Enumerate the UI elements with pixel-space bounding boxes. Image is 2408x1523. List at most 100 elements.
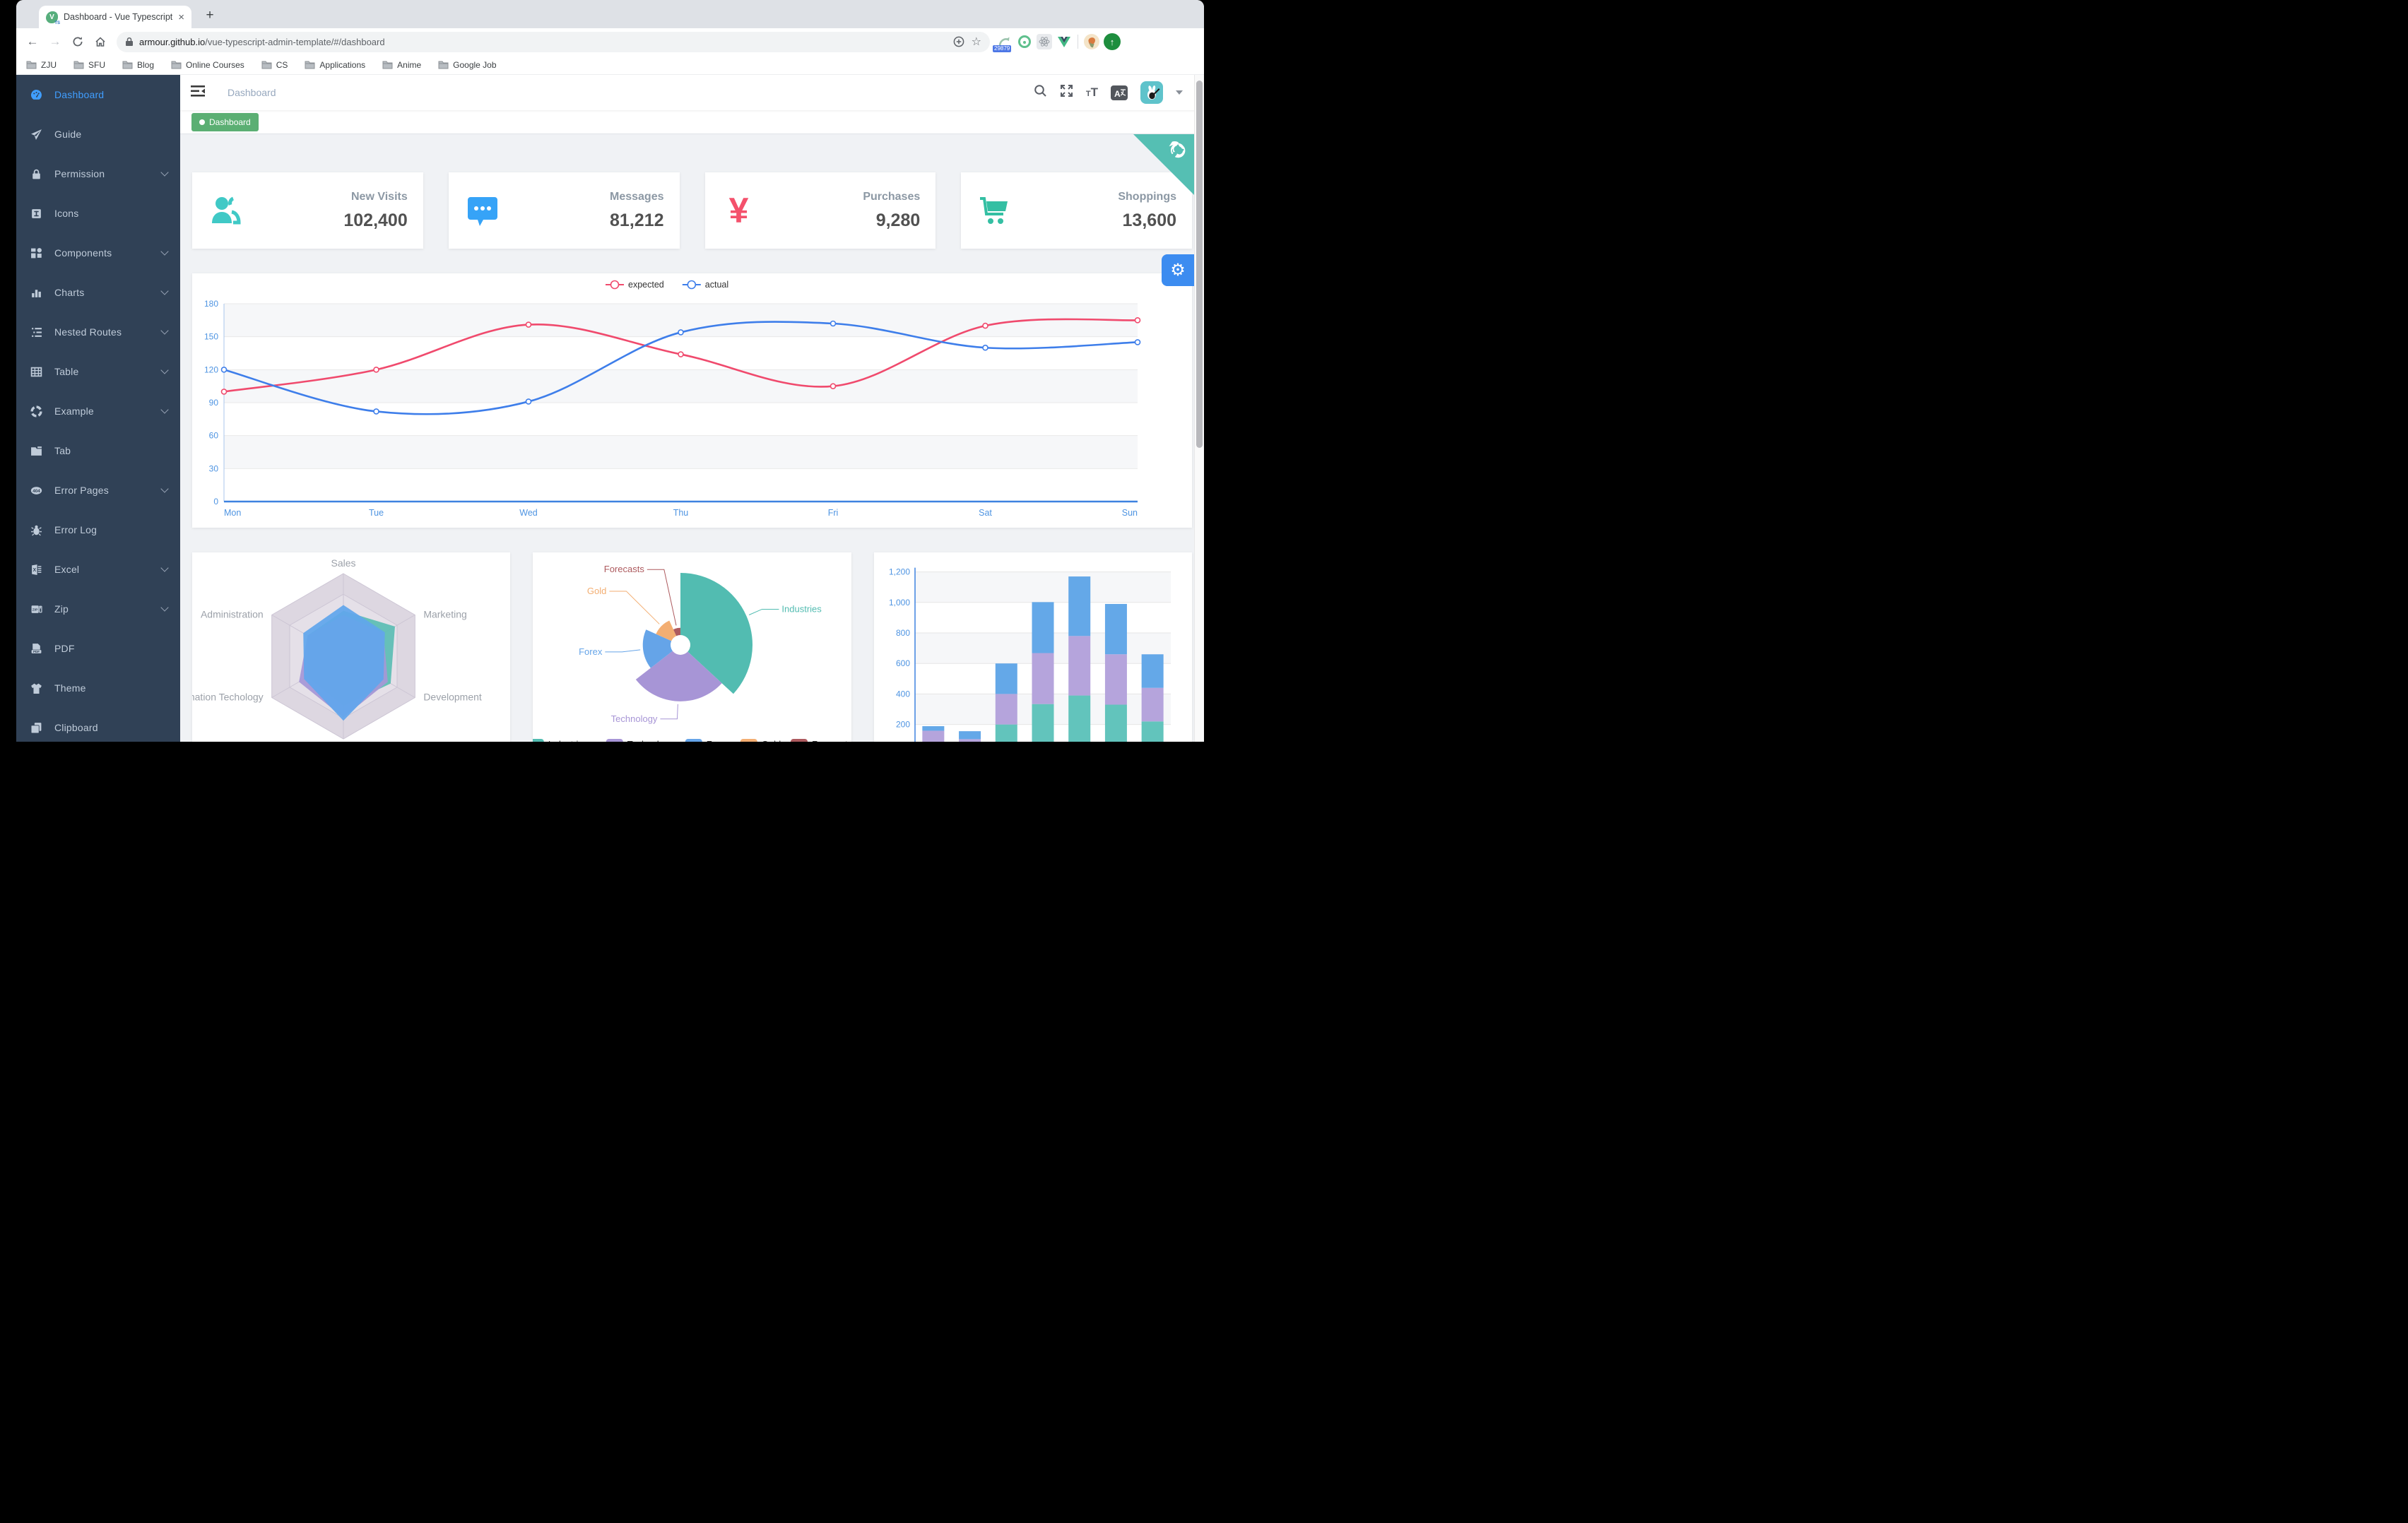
sidebar-item-charts[interactable]: Charts	[16, 273, 180, 312]
stat-label: Purchases	[863, 190, 921, 203]
svg-text:1,200: 1,200	[889, 567, 910, 577]
translate-icon[interactable]: A	[1111, 85, 1128, 100]
chevron-down-icon[interactable]	[1176, 90, 1183, 95]
pie-chart-card: Industries Technology Forex Gold Forecasts In…	[533, 552, 851, 742]
scrollbar-thumb[interactable]	[1196, 81, 1203, 448]
extension-vue-icon[interactable]	[1056, 34, 1072, 49]
bookmark-blog[interactable]: Blog	[122, 60, 154, 70]
url-path: /vue-typescript-admin-template/#/dashboa…	[205, 36, 385, 47]
sidebar-item-tab[interactable]: Tab	[16, 431, 180, 470]
lock-icon	[126, 37, 133, 46]
icons-icon	[30, 208, 42, 220]
back-button[interactable]: ←	[26, 35, 39, 48]
bookmark-google-job[interactable]: Google Job	[438, 60, 497, 70]
hamburger-icon[interactable]	[191, 85, 205, 101]
chevron-down-icon	[160, 326, 169, 335]
svg-text:1,000: 1,000	[889, 598, 910, 608]
bar-chart[interactable]: 1,200 1,000 800 600 400 200	[874, 552, 1192, 742]
sidebar-item-permission[interactable]: Permission	[16, 154, 180, 194]
guide-icon	[30, 129, 42, 141]
sidebar-item-error-log[interactable]: Error Log	[16, 510, 180, 550]
bookmark-anime[interactable]: Anime	[382, 60, 421, 70]
tag-dashboard[interactable]: Dashboard	[191, 112, 259, 131]
main-area: Dashboard TT A	[180, 75, 1204, 742]
bookmark-sfu[interactable]: SFU	[73, 60, 105, 70]
svg-text:Fri: Fri	[828, 508, 839, 518]
folder-icon	[73, 61, 84, 69]
browser-tab[interactable]: VTS Dashboard - Vue Typescript Ad ×	[39, 6, 191, 28]
top-navbar: Dashboard TT A	[180, 75, 1204, 110]
line-chart[interactable]: 0 30 60 90 120 150 180 Mon Tue Wed Thu Fri Sat Sun exp…	[192, 273, 1192, 528]
fullscreen-icon[interactable]	[1060, 84, 1073, 101]
sidebar-item-components[interactable]: Components	[16, 233, 180, 273]
bookmark-zju[interactable]: ZJU	[26, 60, 57, 70]
chevron-down-icon	[160, 168, 169, 177]
sidebar-item-pdf[interactable]: PDF PDF	[16, 629, 180, 668]
sidebar-item-dashboard[interactable]: Dashboard	[16, 75, 180, 114]
sidebar-item-excel[interactable]: X Excel	[16, 550, 180, 589]
tab-strip: VTS Dashboard - Vue Typescript Ad × +	[16, 0, 1204, 28]
browser-toolbar: ← → armour.github.io/vue-typescript-admi…	[16, 28, 1204, 55]
sidebar: Dashboard Guide Permission Icons Compone…	[16, 75, 180, 742]
folder-icon	[122, 61, 133, 69]
folder-icon	[171, 61, 182, 69]
line-chart-card: 0 30 60 90 120 150 180 Mon Tue Wed Thu Fri Sat Sun exp…	[192, 273, 1192, 528]
svg-text:0: 0	[213, 497, 218, 506]
plus-circle-icon[interactable]	[953, 36, 964, 47]
bug-icon	[30, 524, 42, 536]
stat-card-purchases[interactable]: ¥ Purchases 9,280	[704, 172, 936, 249]
svg-text:180: 180	[204, 299, 218, 309]
chrome-update-button[interactable]: ↑	[1104, 33, 1121, 50]
svg-text:Wed: Wed	[519, 508, 538, 518]
text-size-icon[interactable]: TT	[1085, 85, 1098, 99]
bookmark-online-courses[interactable]: Online Courses	[171, 60, 244, 70]
tab-icon	[30, 445, 42, 457]
tab-close-icon[interactable]: ×	[178, 11, 184, 23]
tags-view-bar: Dashboard	[180, 110, 1204, 134]
nested-routes-icon	[30, 326, 42, 338]
sidebar-item-theme[interactable]: Theme	[16, 668, 180, 708]
sidebar-item-nested-routes[interactable]: Nested Routes	[16, 312, 180, 352]
pdf-icon: PDF	[30, 643, 42, 655]
user-avatar[interactable]	[1140, 81, 1163, 104]
pie-chart[interactable]: Industries Technology Forex Gold Forecasts In…	[533, 552, 851, 742]
sidebar-item-error-pages[interactable]: 404 Error Pages	[16, 470, 180, 510]
bookmark-star-icon[interactable]: ☆	[971, 36, 981, 48]
stat-card-messages[interactable]: Messages 81,212	[448, 172, 680, 249]
sidebar-item-clipboard[interactable]: Clipboard	[16, 708, 180, 742]
stat-card-new-visits[interactable]: New Visits 102,400	[192, 172, 423, 249]
svg-text:Forecasts: Forecasts	[812, 739, 849, 742]
sidebar-item-guide[interactable]: Guide	[16, 114, 180, 154]
table-icon	[30, 366, 42, 378]
github-corner-ribbon[interactable]	[1133, 134, 1194, 195]
address-bar[interactable]: armour.github.io/vue-typescript-admin-te…	[117, 31, 990, 52]
people-icon	[208, 192, 244, 229]
svg-text:60: 60	[209, 431, 219, 441]
stat-cards-row: New Visits 102,400 Messages 81,212	[192, 172, 1192, 249]
folder-icon	[305, 61, 315, 69]
new-tab-button[interactable]: +	[206, 8, 214, 23]
svg-text:404: 404	[33, 488, 40, 493]
svg-text:expected: expected	[628, 280, 664, 290]
bookmark-cs[interactable]: CS	[261, 60, 288, 70]
sidebar-item-zip[interactable]: ZIP Zip	[16, 589, 180, 629]
sidebar-item-table[interactable]: Table	[16, 352, 180, 391]
extension-arrow-icon[interactable]: 29879	[993, 34, 1013, 52]
search-icon[interactable]	[1034, 84, 1047, 101]
error-pages-icon: 404	[30, 485, 42, 497]
forward-button[interactable]: →	[49, 35, 61, 48]
bookmark-applications[interactable]: Applications	[305, 60, 365, 70]
extension-green-icon[interactable]	[1017, 34, 1032, 49]
radar-chart[interactable]: SalesMarketingDevelopmentCustomer Suppor…	[192, 552, 510, 742]
home-button[interactable]	[91, 36, 110, 47]
settings-gear-button[interactable]: ⚙	[1162, 254, 1194, 286]
sidebar-item-icons[interactable]: Icons	[16, 194, 180, 233]
extension-react-icon[interactable]	[1037, 34, 1052, 49]
sidebar-item-example[interactable]: Example	[16, 391, 180, 431]
yen-icon: ¥	[728, 191, 749, 230]
page-scrollbar[interactable]	[1194, 75, 1204, 742]
profile-avatar[interactable]	[1084, 34, 1099, 49]
svg-text:actual: actual	[705, 280, 728, 290]
svg-text:Thu: Thu	[673, 508, 689, 518]
reload-button[interactable]	[69, 36, 87, 47]
